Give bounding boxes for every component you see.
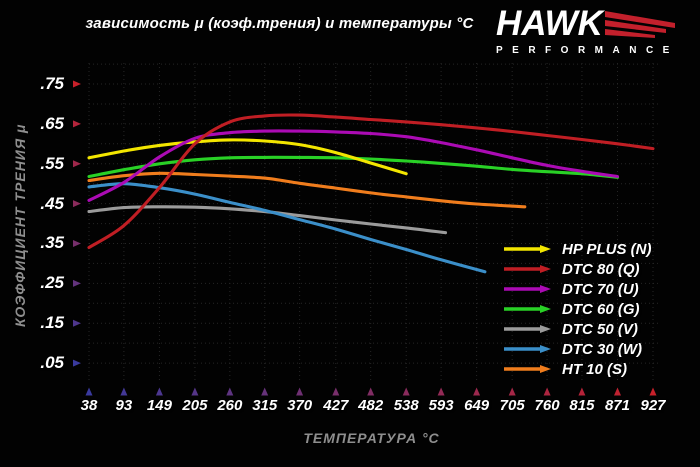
y-tick-arrow-icon [73,160,81,168]
y-tick-label: .55 [40,153,64,173]
y-tick-label: .05 [40,353,64,373]
x-tick-arrow-icon [578,387,586,396]
y-tick-arrow-icon [73,359,81,367]
legend-line-marker-icon [504,285,551,293]
x-tick-arrow-icon [649,387,657,396]
series-line-ht-10-s [87,171,527,209]
x-axis-title: ТЕМПЕРАТУРА °C [303,430,440,446]
y-axis-title: КОЭФФИЦИЕНТ ТРЕНИЯ μ [12,123,28,328]
legend-label: DTC 50 (V) [562,320,638,338]
x-tick-label: 370 [287,397,313,414]
y-tick-label: .45 [40,193,64,213]
legend-item: DTC 30 (W) [503,339,651,359]
y-tick-label: .75 [40,74,64,94]
hawk-logo-wordmark: HAWK [496,4,603,43]
hawk-logo: HAWK PERFORMANCE [496,6,694,56]
legend-label: DTC 80 (Q) [562,260,640,278]
x-tick-label: 705 [499,397,525,414]
legend-line-marker-icon [504,265,551,273]
x-tick-arrow-icon [614,387,621,396]
x-tick-label: 260 [217,397,243,414]
legend-line-marker-icon [504,345,551,353]
y-tick-label: .15 [40,313,64,333]
legend-label: DTC 30 (W) [562,340,642,358]
legend-line-marker-icon [504,325,551,333]
legend-item: DTC 70 (U) [503,279,651,299]
legend-item: DTC 60 (G) [503,299,651,319]
x-tick-label: 205 [182,397,208,414]
legend-item: DTC 50 (V) [503,319,651,339]
x-tick-arrow-icon [120,387,128,396]
x-tick-arrow-icon [508,387,516,396]
x-tick-label: 538 [393,397,419,414]
x-tick-arrow-icon [155,387,163,396]
x-tick-label: 482 [358,397,384,414]
x-tick-arrow-icon [261,387,269,396]
hawk-wing-icon [604,11,675,38]
series-line-dtc-70-u [87,129,620,202]
x-tick-arrow-icon [191,387,199,396]
legend-item: HT 10 (S) [503,359,651,379]
x-tick-label: 927 [640,397,666,414]
x-tick-arrow-icon [402,387,410,396]
legend: HP PLUS (N) DTC 80 (Q) DTC 70 (U) DTC 60 (G… [503,239,651,379]
y-tick-arrow-icon [73,319,81,327]
x-tick-label: 427 [323,397,349,414]
series-line-dtc-80-q [87,113,655,250]
x-tick-arrow-icon [473,387,481,396]
x-tick-label: 593 [428,397,454,414]
x-tick-label: 149 [146,397,172,414]
hawk-logo-subtitle: PERFORMANCE [496,45,679,56]
x-tick-arrow-icon [437,387,445,396]
x-tick-arrow-icon [226,387,234,396]
x-tick-label: 760 [534,397,560,414]
x-tick-label: 815 [569,397,595,414]
x-tick-label: 38 [80,397,98,414]
x-tick-label: 315 [252,397,278,414]
x-tick-label: 649 [464,397,490,414]
y-tick-arrow-icon [73,279,81,287]
x-tick-label: 93 [115,397,133,414]
y-tick-arrow-icon [73,200,81,208]
x-tick-arrow-icon [543,387,551,396]
legend-label: HT 10 (S) [562,360,628,378]
legend-item: DTC 80 (Q) [503,259,651,279]
y-tick-arrow-icon [73,80,81,88]
legend-item: HP PLUS (N) [503,239,651,259]
y-tick-label: .35 [40,233,64,253]
y-tick-label: .65 [40,113,64,133]
series-line-hp-plus-n [87,138,408,176]
x-tick-arrow-icon [85,387,93,396]
legend-line-marker-icon [504,365,551,373]
series-line-dtc-30-w [87,182,487,274]
y-tick-label: .25 [40,273,64,293]
x-tick-label: 871 [604,397,630,414]
x-tick-arrow-icon [332,387,340,396]
y-tick-arrow-icon [73,120,81,128]
y-tick-arrow-icon [73,240,81,247]
legend-label: DTC 60 (G) [562,300,640,318]
legend-label: DTC 70 (U) [562,280,639,298]
x-tick-arrow-icon [367,387,375,396]
x-tick-arrow-icon [296,387,304,396]
legend-line-marker-icon [504,305,551,313]
legend-label: HP PLUS (N) [562,240,652,258]
chart-title: зависимость μ (коэф.трения) и температур… [85,15,474,32]
legend-line-marker-icon [504,245,551,253]
